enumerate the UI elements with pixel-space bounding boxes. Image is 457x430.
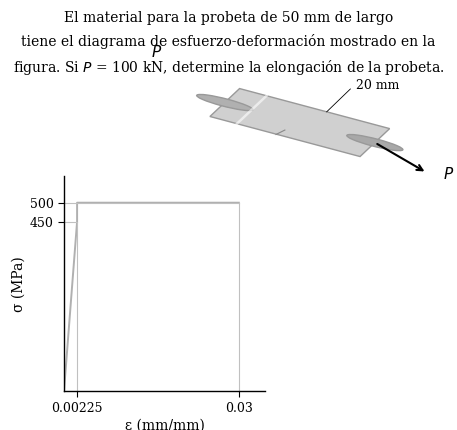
Text: tiene el diagrama de esfuerzo-deformación mostrado en la: tiene el diagrama de esfuerzo-deformació… (21, 34, 436, 49)
Ellipse shape (347, 135, 403, 150)
Y-axis label: σ (MPa): σ (MPa) (11, 256, 26, 312)
Ellipse shape (197, 95, 253, 111)
Text: 20 mm: 20 mm (356, 79, 399, 92)
Text: El material para la probeta de 50 mm de largo: El material para la probeta de 50 mm de … (64, 11, 393, 25)
Text: $P$: $P$ (151, 44, 162, 60)
X-axis label: ε (mm/mm): ε (mm/mm) (125, 419, 204, 430)
Text: figura. Si $P$ = 100 kN, determine la elongación de la probeta.: figura. Si $P$ = 100 kN, determine la el… (13, 58, 444, 77)
Polygon shape (210, 89, 390, 157)
Text: $P$: $P$ (443, 166, 455, 182)
